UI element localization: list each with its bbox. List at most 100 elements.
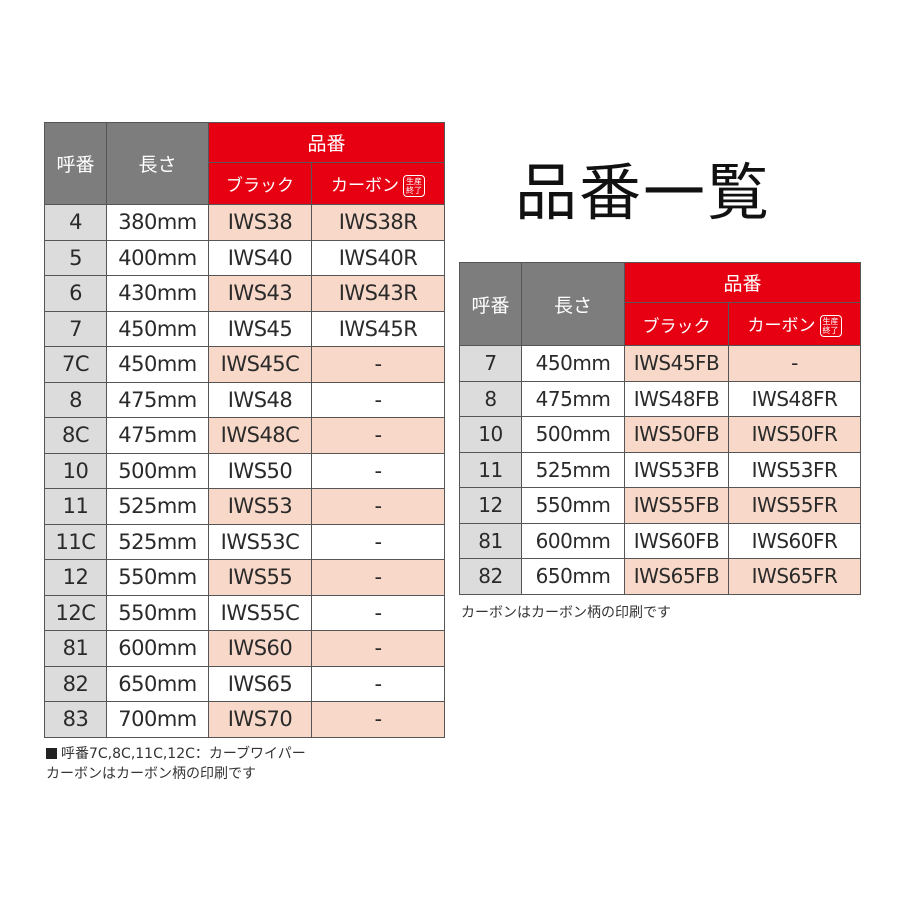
- cell-black: IWS50FB: [624, 416, 729, 453]
- cell-length: 525mm: [106, 488, 209, 525]
- cell-carbon: -: [310, 381, 446, 418]
- table-row: 81 600mm IWS60FB IWS60FR: [459, 522, 862, 559]
- header-carbon-cell: カーボン 生産終了: [310, 162, 446, 205]
- cell-length: 430mm: [106, 275, 209, 312]
- cell-black: IWS65FB: [624, 558, 729, 595]
- header-black: ブラック: [624, 302, 729, 346]
- header-black: ブラック: [208, 162, 312, 205]
- cell-yobiban: 8: [44, 381, 107, 418]
- table-row: 8 475mm IWS48-: [44, 381, 446, 418]
- note-curve-wiper-text: 呼番7C,8C,11C,12C：カーブワイパー: [61, 746, 306, 762]
- cell-black: IWS53C: [208, 523, 312, 560]
- cell-length: 450mm: [521, 345, 625, 382]
- cell-length: 525mm: [106, 523, 209, 560]
- cell-length: 475mm: [106, 381, 209, 418]
- table-row: 10 500mm IWS50FB IWS50FR: [459, 416, 862, 453]
- cell-yobiban: 83: [44, 701, 107, 738]
- cell-yobiban: 82: [459, 558, 522, 595]
- cell-yobiban: 7: [459, 345, 522, 382]
- cell-black: IWS43: [208, 275, 312, 312]
- bullet-square-icon: [46, 748, 57, 759]
- cell-black: IWS48: [208, 381, 312, 418]
- wiper-table-fb: 呼番 長さ 品番 ブラック カーボン 生産終了 7 450mm IWS45FB -8 47…: [459, 262, 862, 595]
- discontinued-badge: 生産終了: [819, 315, 842, 337]
- cell-yobiban: 11C: [44, 523, 107, 560]
- cell-carbon: IWS40R: [310, 239, 446, 276]
- note-carbon-left: カーボンはカーボン柄の印刷です: [46, 766, 256, 782]
- cell-carbon: -: [310, 488, 446, 525]
- cell-carbon: -: [727, 345, 862, 382]
- table-row: 6 430mm IWS43 IWS43R: [44, 275, 446, 312]
- cell-black: IWS53: [208, 488, 312, 525]
- cell-length: 450mm: [106, 310, 209, 347]
- cell-yobiban: 11: [459, 451, 522, 488]
- header-carbon: カーボン: [331, 175, 399, 196]
- cell-black: IWS55FB: [624, 487, 729, 524]
- cell-length: 550mm: [106, 594, 209, 631]
- table-row: 11 525mm IWS53-: [44, 488, 446, 525]
- table-row: 12 550mm IWS55-: [44, 559, 446, 596]
- table-row: 81 600mm IWS60-: [44, 630, 446, 667]
- note-curve-wiper: 呼番7C,8C,11C,12C：カーブワイパー: [46, 744, 306, 764]
- cell-carbon: IWS48FR: [727, 380, 862, 417]
- header-hinban: 品番: [623, 262, 862, 303]
- cell-yobiban: 11: [44, 488, 107, 525]
- cell-length: 380mm: [106, 204, 209, 241]
- cell-yobiban: 81: [44, 630, 107, 667]
- cell-yobiban: 12C: [44, 594, 107, 631]
- cell-carbon: -: [310, 452, 446, 489]
- discontinued-badge: 生産終了: [403, 174, 425, 197]
- cell-yobiban: 12: [459, 487, 522, 524]
- cell-carbon: -: [310, 594, 446, 631]
- header-carbon: カーボン: [747, 316, 816, 336]
- cell-length: 550mm: [521, 487, 625, 524]
- cell-yobiban: 7C: [44, 346, 107, 383]
- cell-length: 500mm: [106, 452, 209, 489]
- cell-yobiban: 6: [44, 275, 107, 312]
- cell-black: IWS55: [208, 559, 312, 596]
- cell-yobiban: 8: [459, 380, 522, 417]
- cell-carbon: IWS65FR: [727, 558, 862, 595]
- cell-black: IWS48FB: [624, 380, 729, 417]
- cell-yobiban: 12: [44, 559, 107, 596]
- cell-length: 600mm: [106, 630, 209, 667]
- cell-carbon: -: [310, 523, 446, 560]
- cell-black: IWS65: [208, 665, 312, 702]
- table-row: 8C 475mm IWS48C -: [44, 417, 446, 454]
- cell-black: IWS40: [208, 239, 312, 276]
- cell-carbon: IWS50FR: [727, 416, 862, 453]
- cell-length: 650mm: [106, 665, 209, 702]
- cell-carbon: IWS60FR: [727, 522, 862, 559]
- cell-carbon: IWS38R: [310, 204, 446, 241]
- table-row: 4 380mm IWS38 IWS38R: [44, 204, 446, 241]
- table-row: 83 700mm IWS70-: [44, 701, 446, 738]
- cell-carbon: IWS43R: [310, 275, 446, 312]
- cell-length: 475mm: [521, 380, 625, 417]
- table-row: 7C 450mm IWS45C -: [44, 346, 446, 383]
- header-hinban: 品番: [207, 122, 446, 163]
- table-row: 7 450mm IWS45FB -: [459, 345, 862, 382]
- cell-length: 525mm: [521, 451, 625, 488]
- cell-carbon: IWS45R: [310, 310, 446, 347]
- header-length: 長さ: [106, 122, 209, 205]
- cell-carbon: -: [310, 701, 446, 738]
- table-row: 5 400mm IWS40 IWS40R: [44, 239, 446, 276]
- cell-carbon: -: [310, 417, 446, 454]
- header-carbon-cell: カーボン 生産終了: [727, 302, 862, 346]
- cell-length: 400mm: [106, 239, 209, 276]
- table-row: 12 550mm IWS55FB IWS55FR: [459, 487, 862, 524]
- cell-black: IWS45: [208, 310, 312, 347]
- wiper-table-standard: 呼番 長さ 品番 ブラック カーボン 生産終了 4 380mm IWS38 IWS38R…: [44, 122, 446, 738]
- cell-black: IWS53FB: [624, 451, 729, 488]
- table-row: 7 450mm IWS45 IWS45R: [44, 310, 446, 347]
- cell-carbon: -: [310, 630, 446, 667]
- cell-black: IWS38: [208, 204, 312, 241]
- header-yobiban: 呼番: [459, 262, 522, 346]
- table-row: 11C 525mm IWS53C -: [44, 523, 446, 560]
- table-row: 8 475mm IWS48FB IWS48FR: [459, 380, 862, 417]
- cell-black: IWS55C: [208, 594, 312, 631]
- table-row: 82 650mm IWS65-: [44, 665, 446, 702]
- cell-carbon: -: [310, 346, 446, 383]
- cell-yobiban: 81: [459, 522, 522, 559]
- cell-carbon: -: [310, 665, 446, 702]
